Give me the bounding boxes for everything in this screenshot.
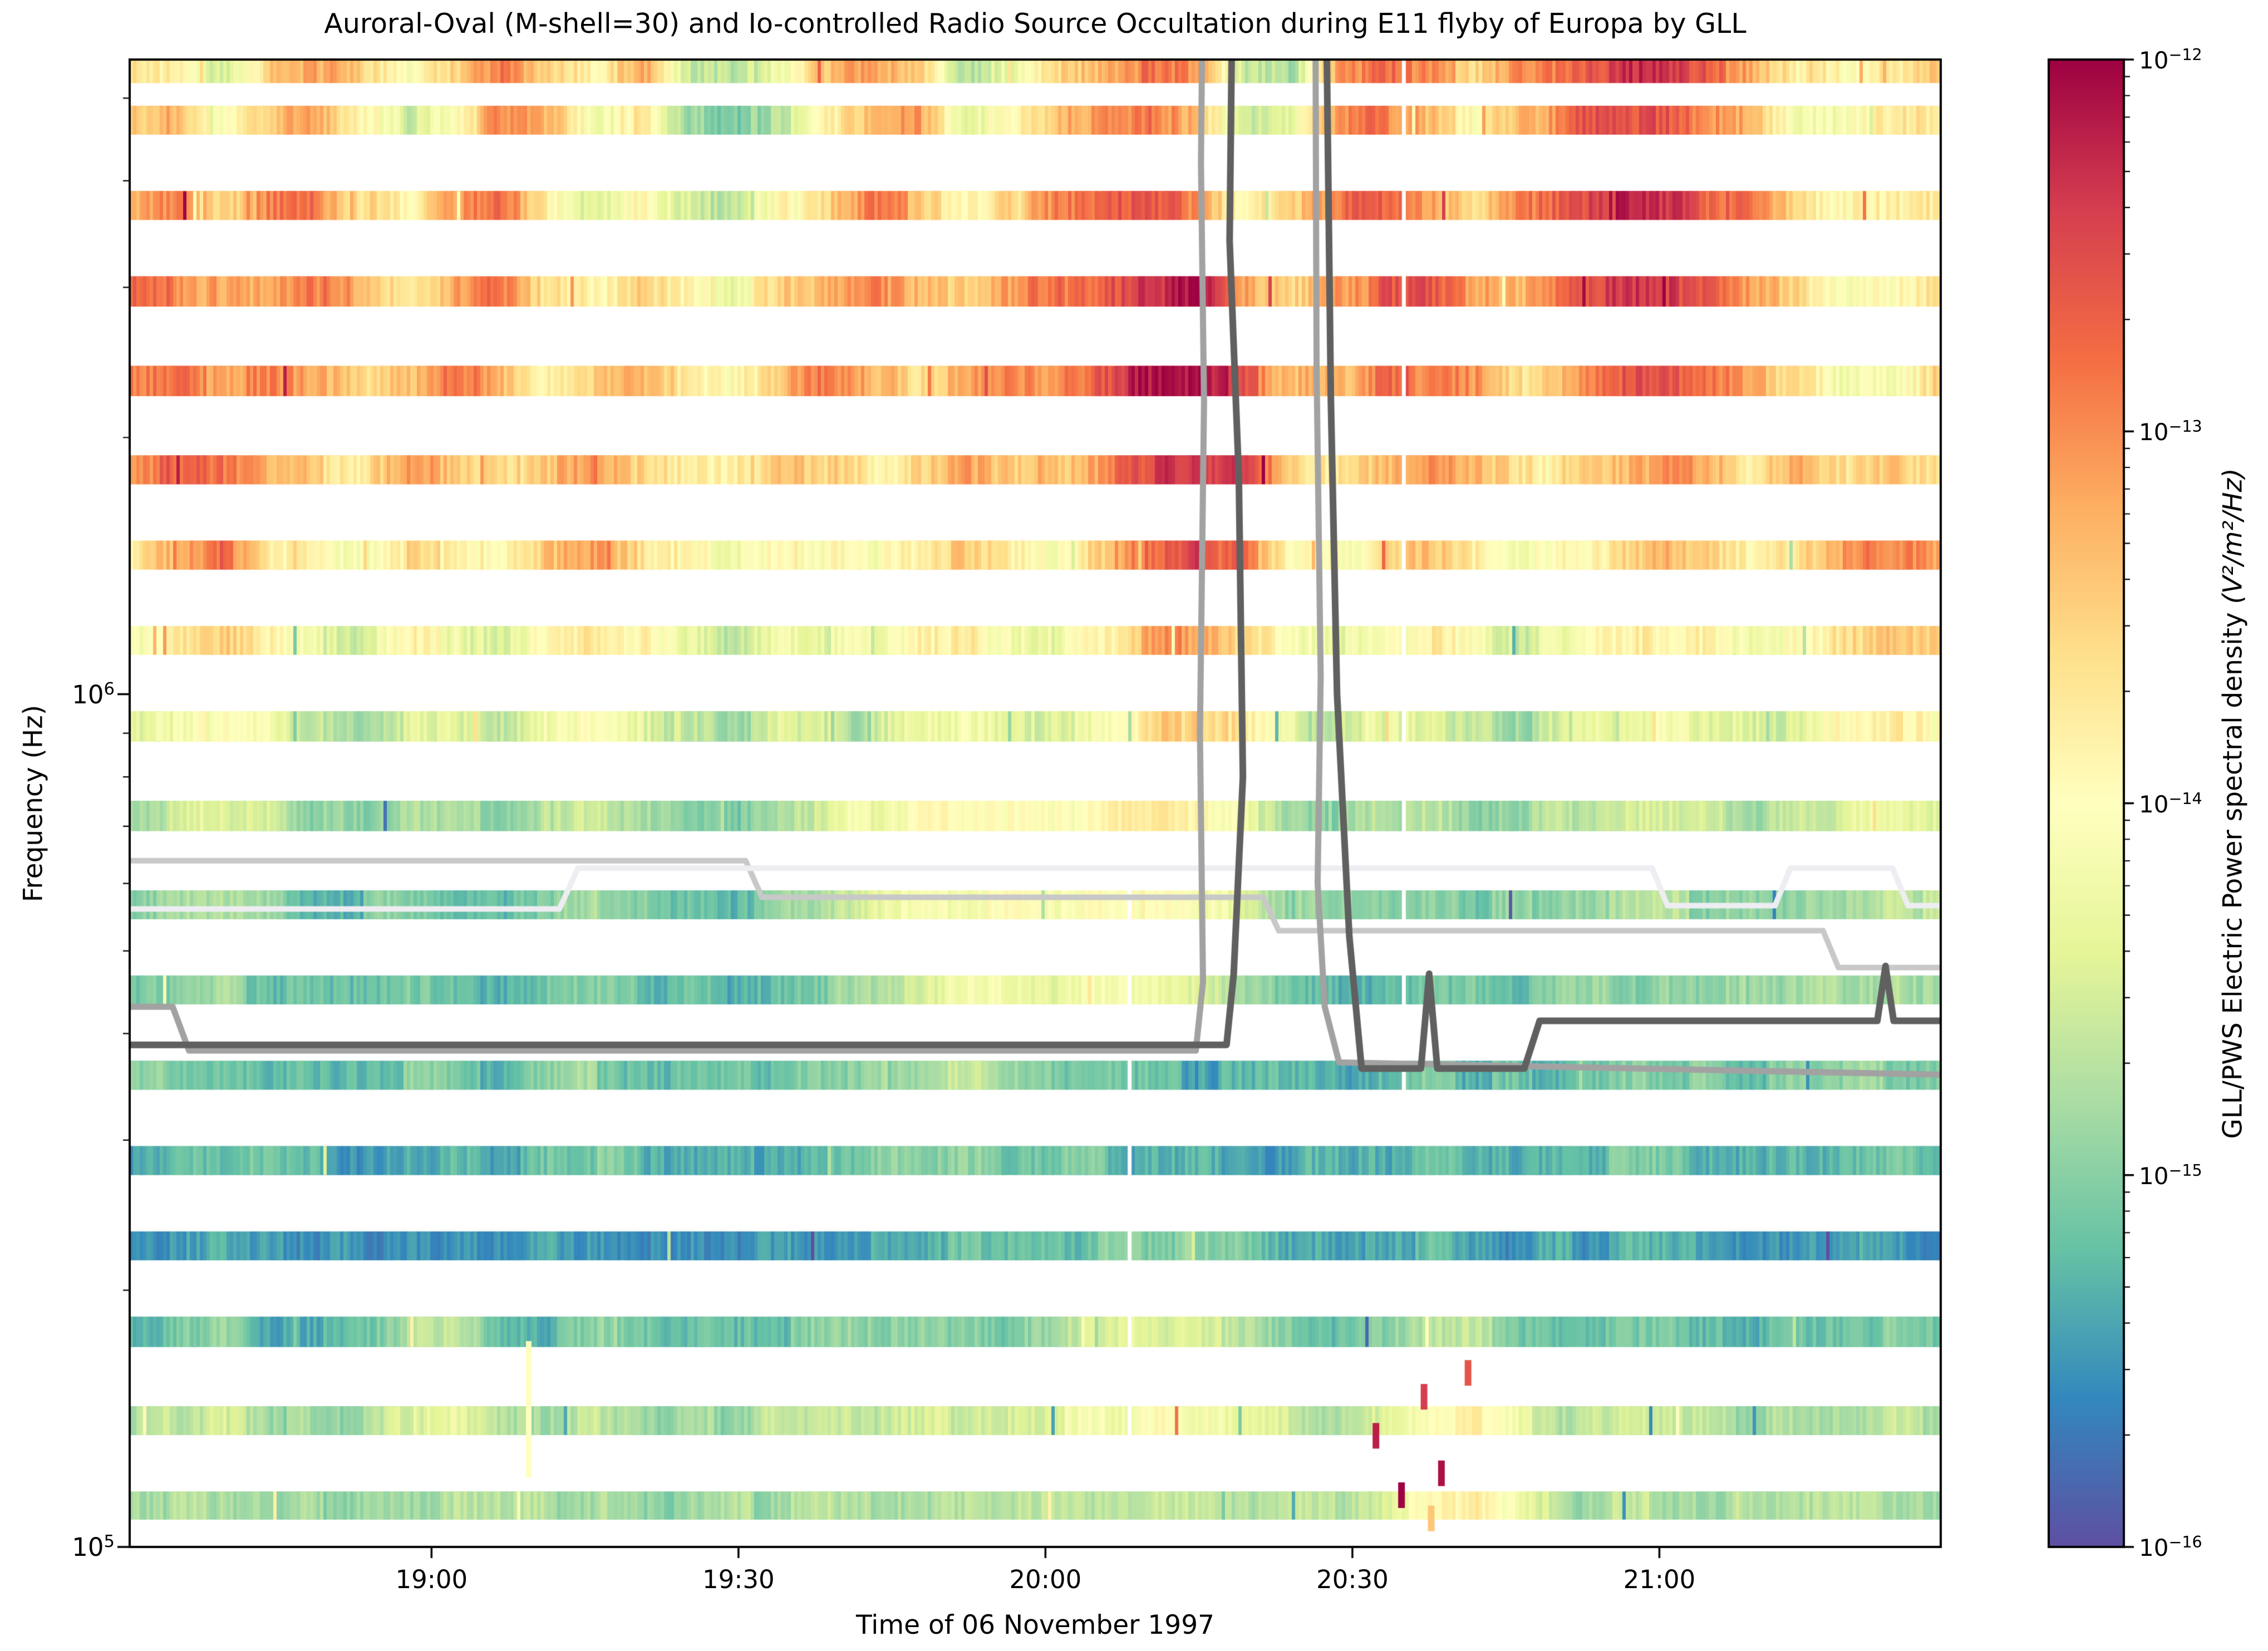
colorbar-tick-label: 10−13 bbox=[2139, 417, 2202, 446]
x-tick-label: 19:00 bbox=[395, 1565, 468, 1594]
colorbar-tick-label: 10−16 bbox=[2139, 1532, 2202, 1561]
colorbar-label-text: GLL/PWS Electric Power spectral density bbox=[2217, 604, 2249, 1139]
y-axis-label: Frequency (Hz) bbox=[18, 704, 49, 903]
colorbar-tick-label: 10−14 bbox=[2139, 788, 2202, 818]
x-axis-label: Time of 06 November 1997 bbox=[855, 1610, 1215, 1640]
colorbar-tick-label: 10−12 bbox=[2139, 45, 2202, 74]
x-tick-label: 21:00 bbox=[1623, 1565, 1696, 1594]
y-tick-label: 106 bbox=[72, 679, 115, 709]
colorbar-label: GLL/PWS Electric Power spectral density … bbox=[2218, 468, 2249, 1139]
y-tick-label: 105 bbox=[72, 1532, 115, 1562]
colorbar-label-units: (V²/m²/Hz) bbox=[2217, 468, 2249, 604]
x-tick-label: 20:30 bbox=[1316, 1565, 1389, 1594]
chart-title: Auroral-Oval (M-shell=30) and Io-control… bbox=[324, 8, 1746, 40]
colorbar-tick-label: 10−15 bbox=[2139, 1160, 2202, 1190]
x-tick-label: 19:30 bbox=[702, 1565, 775, 1594]
x-tick-label: 20:00 bbox=[1009, 1565, 1082, 1594]
